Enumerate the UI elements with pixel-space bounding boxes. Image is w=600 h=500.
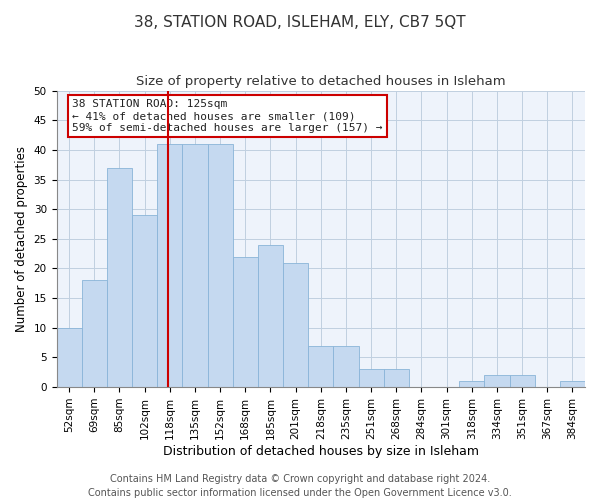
Bar (208, 144, 233, 387)
Bar (509, 375, 535, 387)
Text: Contains HM Land Registry data © Crown copyright and database right 2024.
Contai: Contains HM Land Registry data © Crown c… (88, 474, 512, 498)
Bar (82, 280, 107, 387)
Bar (157, 144, 182, 387)
Bar (459, 381, 484, 387)
Bar (383, 370, 409, 387)
Bar (308, 346, 334, 387)
Text: 38 STATION ROAD: 125sqm
← 41% of detached houses are smaller (109)
59% of semi-d: 38 STATION ROAD: 125sqm ← 41% of detache… (73, 100, 383, 132)
Bar (359, 370, 383, 387)
Bar (560, 381, 585, 387)
Bar (56, 328, 82, 387)
Bar (107, 168, 132, 387)
Bar (283, 262, 308, 387)
Bar (484, 375, 509, 387)
X-axis label: Distribution of detached houses by size in Isleham: Distribution of detached houses by size … (163, 444, 479, 458)
Title: Size of property relative to detached houses in Isleham: Size of property relative to detached ho… (136, 75, 506, 88)
Text: 38, STATION ROAD, ISLEHAM, ELY, CB7 5QT: 38, STATION ROAD, ISLEHAM, ELY, CB7 5QT (134, 15, 466, 30)
Bar (233, 256, 258, 387)
Bar (132, 215, 157, 387)
Y-axis label: Number of detached properties: Number of detached properties (15, 146, 28, 332)
Bar (258, 245, 283, 387)
Bar (182, 144, 208, 387)
Bar (334, 346, 359, 387)
